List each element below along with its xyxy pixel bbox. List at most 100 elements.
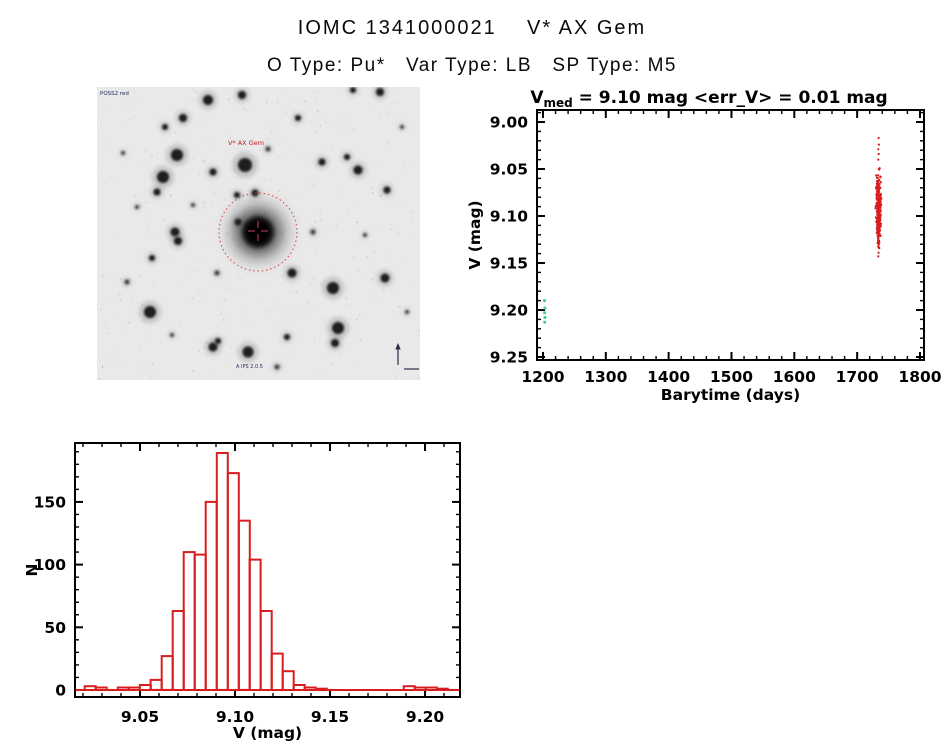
hist-bar — [182, 551, 196, 691]
star — [170, 333, 174, 337]
hist-bar — [314, 687, 328, 692]
hist-bar — [94, 686, 108, 691]
lc-x-tick-label: 1200 — [521, 368, 564, 386]
lc-x-tick-label: 1300 — [584, 368, 627, 386]
hist-bar — [303, 686, 317, 691]
star — [265, 146, 271, 152]
hist-bar — [171, 610, 185, 691]
star — [171, 149, 183, 161]
hist-bar — [248, 558, 262, 691]
star — [203, 95, 213, 105]
star — [400, 125, 404, 129]
hist-y-tick-label: 0 — [55, 681, 66, 699]
lc-x-tick-label: 1500 — [710, 368, 753, 386]
hist-bar — [424, 686, 438, 691]
hist-bar — [83, 685, 97, 692]
star — [209, 168, 217, 176]
star — [242, 346, 254, 358]
star — [238, 91, 246, 99]
hist-y-tick-label: 50 — [44, 619, 66, 637]
light-curve-title: Vmed = 9.10 mag <err_V> = 0.01 mag — [530, 88, 887, 110]
hist-x-axis-label: V (mag) — [233, 724, 302, 742]
lc-x-tick-label: 1600 — [773, 368, 816, 386]
star — [344, 154, 350, 160]
star — [135, 205, 139, 209]
lc-x-axis-label: Barytime (days) — [661, 386, 800, 404]
star — [153, 188, 161, 196]
star — [363, 233, 367, 237]
hist-bar — [281, 670, 295, 691]
hist-bar — [116, 686, 130, 691]
hist-bar — [402, 685, 416, 692]
lc-x-tick-label: 1400 — [647, 368, 690, 386]
field-stars — [119, 87, 411, 372]
star — [234, 192, 240, 198]
page-title: IOMC 1341000021 V* AX Gem — [297, 17, 647, 39]
lc-y-tick-label: 9.25 — [490, 348, 528, 366]
light-curve-chart: 1200 1300 1400 1500 1600 1700 1800 9.00 9.05 9.10… — [466, 88, 942, 404]
finding-chart-image: V* AX Gem POSS2 red A IPS 2.0.5 ' — [97, 87, 420, 380]
finder-central-star — [222, 196, 294, 268]
hist-bars — [76, 452, 459, 692]
lc-y-tick-label: 9.05 — [490, 161, 528, 179]
hist-bar — [127, 686, 141, 691]
star — [405, 310, 409, 314]
hist-bar — [204, 500, 218, 692]
hist-bar — [270, 652, 284, 692]
star — [332, 322, 344, 334]
star — [287, 268, 297, 278]
lc-y-tick-label: 9.20 — [490, 302, 528, 320]
hist-bar — [226, 472, 240, 691]
star — [215, 338, 221, 344]
hist-bar — [193, 553, 207, 691]
star — [327, 282, 339, 294]
finder-survey-label: POSS2 red — [100, 91, 129, 97]
hist-x-tick-label: 9.10 — [216, 708, 254, 726]
page-subtitle: O Type: Pu* Var Type: LB SP Type: M5 — [267, 55, 677, 76]
star — [295, 115, 301, 121]
star — [376, 88, 384, 96]
lc-y-axis-label: V (mag) — [466, 200, 484, 269]
lc-x-tick-label: 1700 — [836, 368, 879, 386]
star — [174, 237, 182, 245]
star — [214, 270, 220, 276]
finder-corner-mark: ' — [102, 366, 103, 372]
star — [380, 273, 390, 283]
hist-bar — [435, 687, 449, 692]
lc-plot-box — [536, 109, 925, 361]
star — [238, 158, 252, 172]
histogram-chart: 9.05 9.10 9.15 9.20 0 50 100 150 V (mag) N — [23, 442, 461, 742]
hist-bar — [149, 678, 163, 691]
hist-x-tick-label: 9.05 — [121, 708, 159, 726]
star — [124, 279, 130, 285]
hist-y-tick-label: 100 — [34, 556, 67, 574]
hist-plot-box — [74, 442, 461, 698]
finder-caption-illegible: A IPS 2.0.5 — [236, 364, 263, 370]
hist-bar — [259, 610, 273, 691]
finder-target-label: V* AX Gem — [228, 139, 264, 147]
hist-bar — [292, 684, 306, 691]
hist-y-axis-label: N — [23, 564, 41, 577]
finder-noise — [97, 88, 420, 380]
star — [162, 124, 168, 130]
lc-red-series — [874, 136, 883, 258]
finder-crosshair — [248, 221, 268, 241]
star — [144, 306, 156, 318]
star — [157, 171, 169, 183]
lc-y-tick-label: 9.00 — [490, 114, 528, 132]
star — [331, 339, 339, 347]
lc-ticks — [537, 110, 924, 360]
star — [121, 151, 125, 155]
finder-compass — [395, 343, 419, 370]
star — [383, 186, 391, 194]
star — [251, 189, 259, 197]
star — [310, 229, 316, 235]
lc-green-series — [543, 299, 547, 324]
star — [284, 334, 290, 340]
hist-x-tick-label: 9.20 — [406, 708, 444, 726]
hist-bar — [237, 519, 251, 691]
star — [179, 114, 187, 122]
lc-y-tick-label: 9.15 — [490, 255, 528, 273]
hist-bar — [160, 655, 174, 691]
